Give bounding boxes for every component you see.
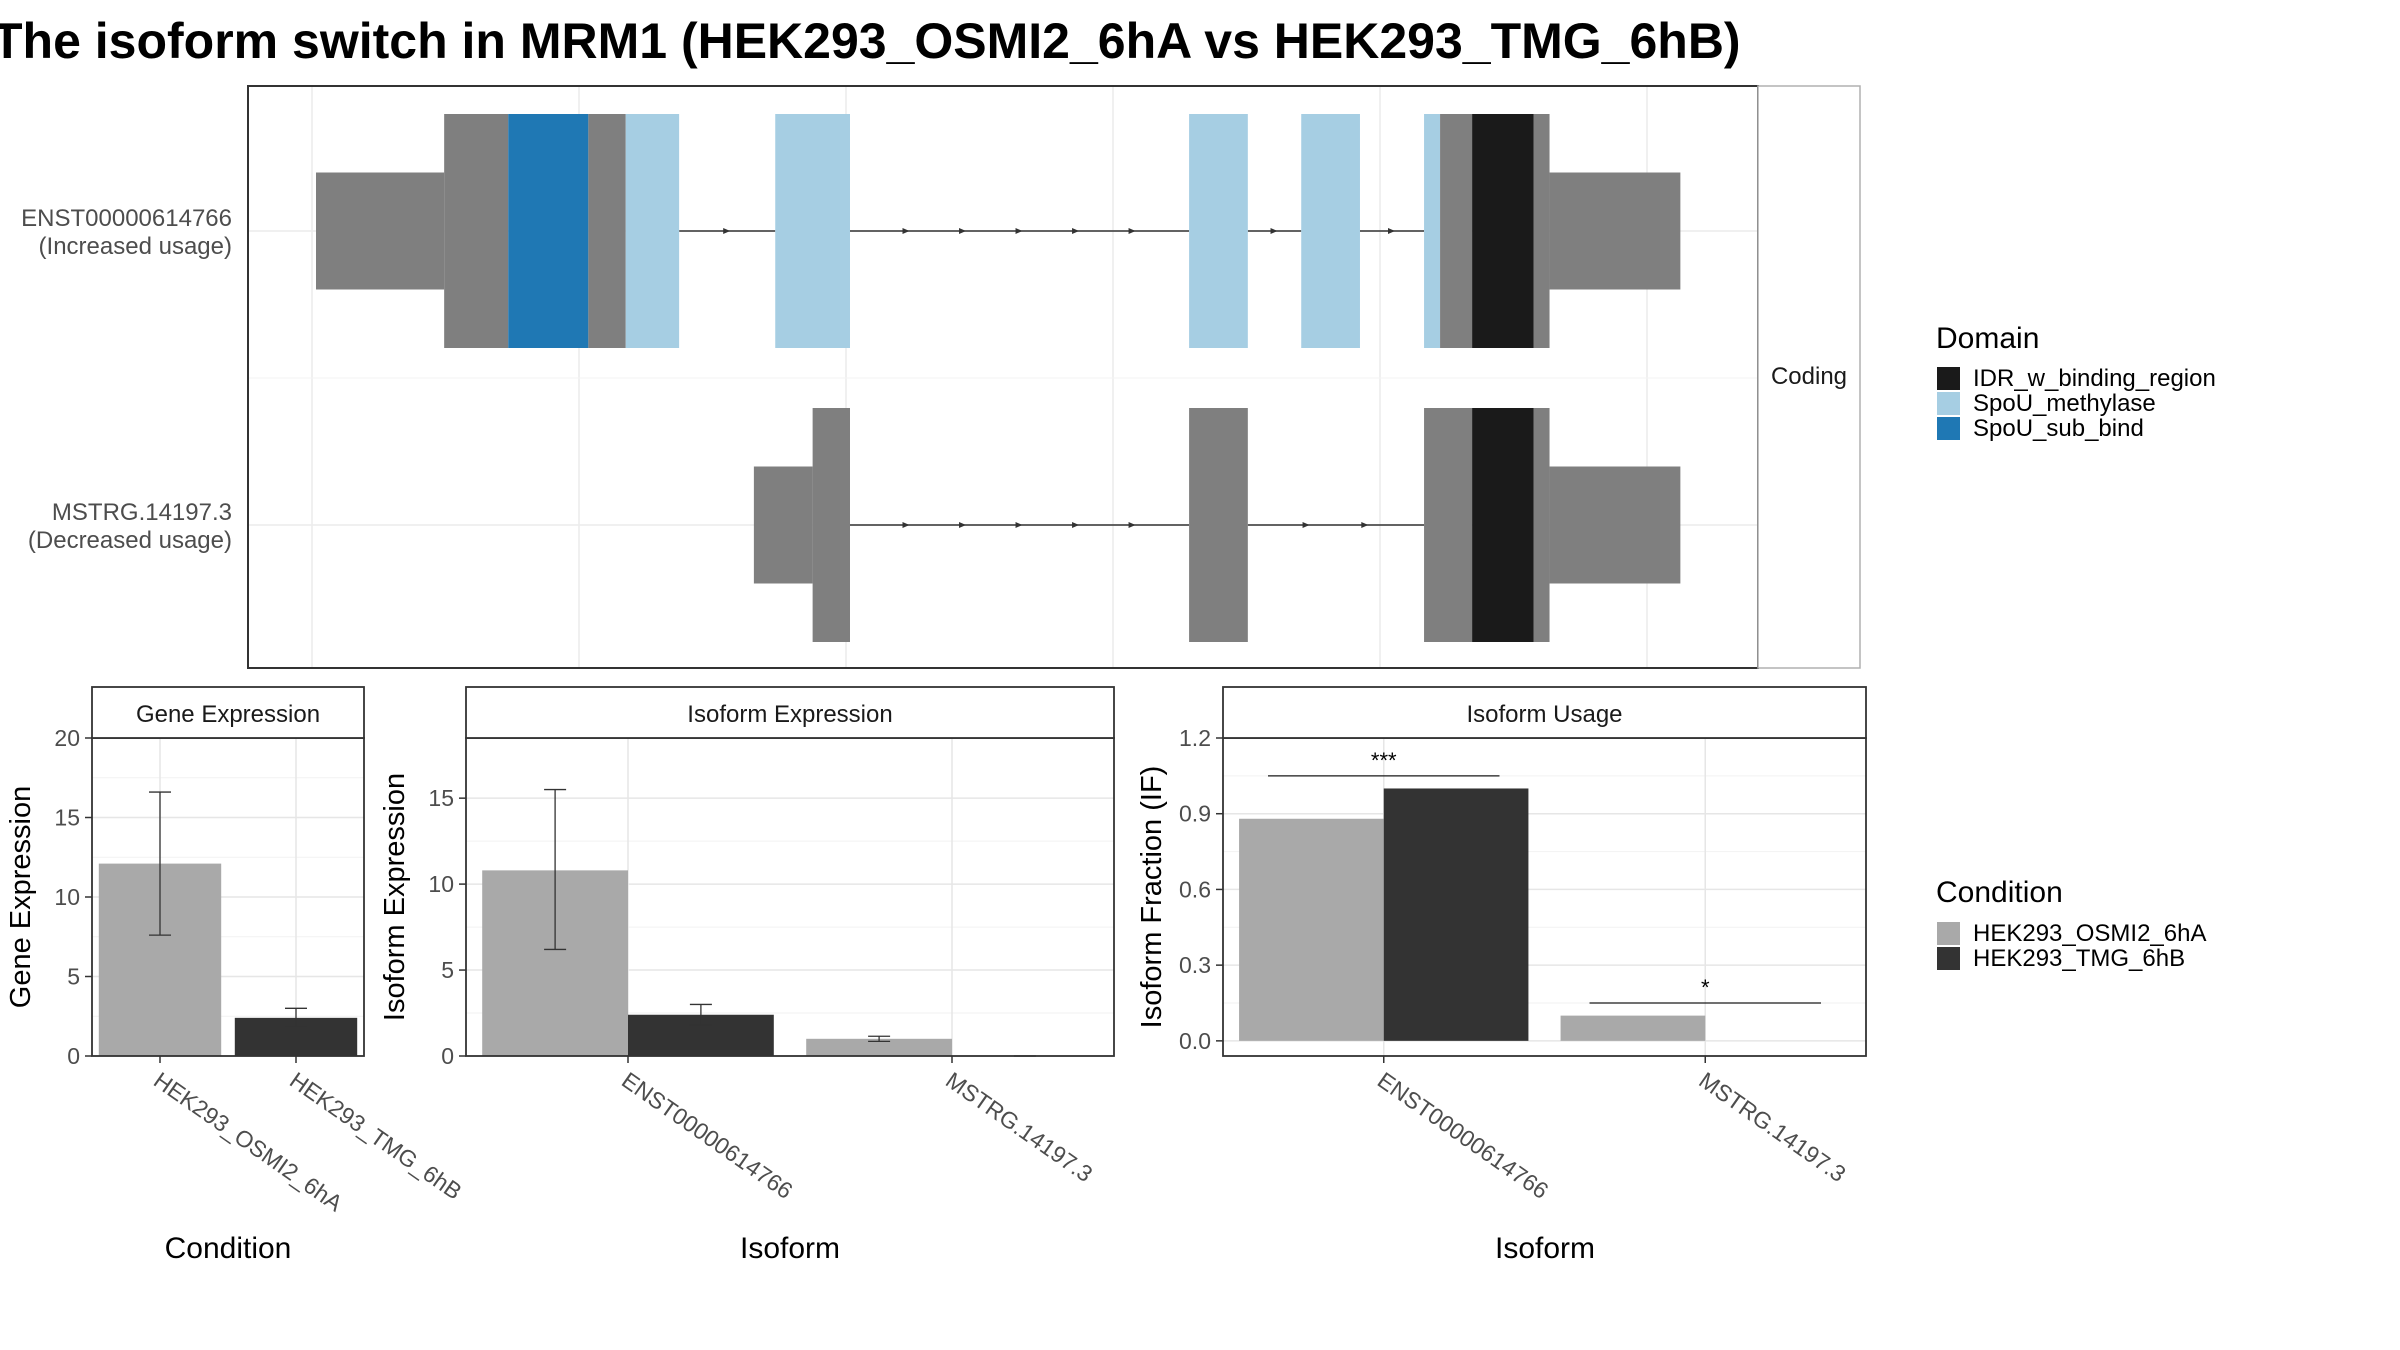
- y-tick-label: 5: [441, 957, 454, 983]
- exon-domain-spou-methylase: [1424, 114, 1441, 348]
- chart-panel-isoform-usage: ****Isoform Usage0.00.30.60.91.2ENST0000…: [1136, 686, 1867, 1265]
- x-tick-label: ENST00000614766: [617, 1067, 797, 1204]
- intron-direction-arrow: [959, 228, 967, 234]
- domain-legend-label: IDR_w_binding_region: [1973, 365, 2216, 392]
- panel-title: Gene Expression: [136, 701, 320, 728]
- bar: [1383, 788, 1529, 1041]
- intron-direction-arrow: [723, 228, 731, 234]
- intron-direction-arrow: [1015, 522, 1023, 528]
- exon-domain-spou-methylase: [775, 114, 850, 348]
- exon-utr: [1549, 466, 1681, 584]
- y-tick-label: 15: [428, 785, 454, 811]
- exon-coding: [1424, 408, 1473, 642]
- panel-strip: [91, 686, 365, 739]
- y-tick-label: 1.2: [1179, 725, 1211, 751]
- intron-direction-arrow: [1128, 522, 1136, 528]
- domain-legend-title: Domain: [1936, 322, 2039, 355]
- exon-coding: [812, 408, 850, 642]
- panel-title: Isoform Expression: [687, 701, 892, 728]
- y-tick-label: 0: [67, 1043, 80, 1069]
- bar: [1560, 1015, 1706, 1041]
- y-axis-title: Isoform Fraction (IF): [1136, 766, 1168, 1029]
- exon-coding: [588, 114, 626, 348]
- exon-coding: [1189, 408, 1248, 642]
- x-axis-title: Isoform: [1495, 1232, 1595, 1265]
- exon-utr: [316, 172, 445, 290]
- x-tick-label: MSTRG.14197.3: [941, 1067, 1097, 1187]
- condition-legend-swatch: [1937, 947, 1960, 970]
- isoform-name-label: MSTRG.14197.3: [52, 499, 232, 526]
- exon-coding: [1533, 114, 1550, 348]
- intron-direction-arrow: [1128, 228, 1136, 234]
- chart-panel-isoform-expression: Isoform Expression 0 5 10 15 ENST00000614766 M…: [379, 686, 1115, 1265]
- isoform-name-label: ENST00000614766: [21, 205, 232, 232]
- panel-strip: [465, 686, 1115, 739]
- y-tick-label: 0.6: [1179, 876, 1211, 902]
- intron-direction-arrow: [1072, 522, 1080, 528]
- intron-direction-arrow: [902, 522, 910, 528]
- domain-legend-label: SpoU_sub_bind: [1973, 415, 2144, 442]
- domain-legend-swatch: [1937, 367, 1960, 390]
- intron-direction-arrow: [1302, 522, 1310, 528]
- isoform-usage-label: (Increased usage): [39, 233, 232, 260]
- condition-legend-label: HEK293_TMG_6hB: [1973, 945, 2185, 972]
- isoform-usage-label: (Decreased usage): [28, 527, 232, 554]
- exon-utr: [1549, 172, 1681, 290]
- condition-legend-label: HEK293_OSMI2_6hA: [1973, 920, 2206, 947]
- x-axis-title: Condition: [165, 1232, 292, 1265]
- y-tick-label: 0.3: [1179, 952, 1211, 978]
- coding-strip: [1757, 85, 1861, 669]
- intron-direction-arrow: [959, 522, 967, 528]
- x-axis-title: Isoform: [740, 1232, 840, 1265]
- exon-domain-spou-methylase: [1301, 114, 1360, 348]
- y-tick-label: 5: [67, 964, 80, 990]
- exon-domain-idr-w-binding-region: [1472, 408, 1534, 642]
- exon-coding: [1440, 114, 1473, 348]
- intron-direction-arrow: [1072, 228, 1080, 234]
- y-axis-title: Gene Expression: [5, 786, 37, 1008]
- domain-legend: Domain IDR_w_binding_regionSpoU_methylas…: [1936, 322, 2216, 442]
- domain-legend-label: SpoU_methylase: [1973, 390, 2156, 417]
- exon-domain-spou-methylase: [625, 114, 680, 348]
- coding-strip-label: Coding: [1771, 363, 1847, 390]
- intron-direction-arrow: [1270, 228, 1278, 234]
- intron-direction-arrow: [1388, 228, 1396, 234]
- condition-legend-title: Condition: [1936, 876, 2063, 909]
- exon-domain-spou-sub-bind: [508, 114, 589, 348]
- bar: [806, 1038, 952, 1056]
- y-tick-label: 0.0: [1179, 1028, 1211, 1054]
- y-tick-label: 0.9: [1179, 801, 1211, 827]
- plot-title: The isoform switch in MRM1 (HEK293_OSMI2…: [0, 13, 1741, 69]
- bar-chart-panels: Gene Expression05101520HEK293_OSMI2_6hAH…: [5, 686, 1867, 1265]
- exon-utr: [753, 466, 813, 584]
- exon-coding: [444, 114, 509, 348]
- x-tick-label: MSTRG.14197.3: [1694, 1067, 1850, 1187]
- intron-direction-arrow: [902, 228, 910, 234]
- y-tick-label: 10: [54, 884, 80, 910]
- isoform-structure-panel: Coding ENST00000614766(Increased usage) M…: [21, 85, 1861, 669]
- exon-domain-spou-methylase: [1189, 114, 1248, 348]
- structure-tracks: [316, 114, 1681, 642]
- condition-legend-swatch: [1937, 922, 1960, 945]
- significance-label: ***: [1371, 748, 1397, 773]
- y-tick-label: 20: [54, 725, 80, 751]
- exon-coding: [1533, 408, 1550, 642]
- intron-direction-arrow: [1361, 522, 1369, 528]
- y-tick-label: 0: [441, 1043, 454, 1069]
- domain-legend-swatch: [1937, 417, 1960, 440]
- exon-domain-idr-w-binding-region: [1472, 114, 1534, 348]
- y-tick-label: 10: [428, 871, 454, 897]
- y-tick-label: 15: [54, 805, 80, 831]
- bar: [1239, 818, 1384, 1041]
- intron-direction-arrow: [1015, 228, 1023, 234]
- panel-strip: [1222, 686, 1867, 739]
- panel-title: Isoform Usage: [1466, 701, 1622, 728]
- domain-legend-swatch: [1937, 392, 1960, 415]
- y-axis-title: Isoform Expression: [379, 773, 411, 1021]
- x-tick-label: ENST00000614766: [1373, 1067, 1553, 1204]
- significance-label: *: [1701, 975, 1710, 1000]
- isoform-labels: ENST00000614766(Increased usage) MSTRG.14…: [21, 205, 232, 554]
